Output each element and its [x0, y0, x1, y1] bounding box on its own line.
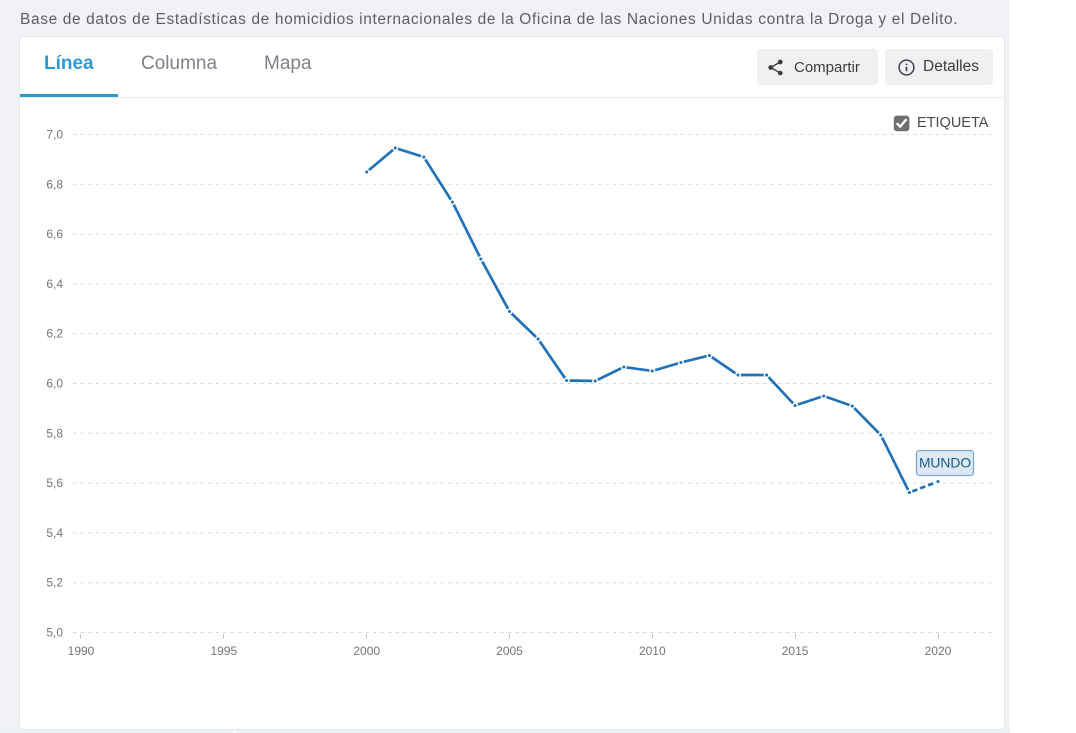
svg-text:2005: 2005	[496, 644, 523, 658]
svg-text:5,0: 5,0	[46, 626, 63, 640]
svg-text:6,6: 6,6	[46, 227, 63, 241]
svg-text:5,6: 5,6	[46, 476, 63, 490]
svg-text:6,8: 6,8	[46, 177, 63, 191]
svg-text:7,0: 7,0	[46, 128, 63, 142]
svg-text:2020: 2020	[925, 644, 952, 658]
svg-text:1990: 1990	[68, 644, 95, 658]
svg-text:6,4: 6,4	[46, 277, 63, 291]
svg-text:2000: 2000	[353, 644, 380, 658]
svg-text:6,2: 6,2	[46, 327, 63, 341]
svg-text:ETIQUETA: ETIQUETA	[917, 115, 989, 131]
svg-text:5,4: 5,4	[46, 526, 63, 540]
svg-text:5,8: 5,8	[46, 426, 63, 440]
svg-text:2015: 2015	[782, 644, 809, 658]
svg-text:1995: 1995	[210, 644, 237, 658]
svg-text:MUNDO: MUNDO	[919, 456, 971, 471]
svg-text:5,2: 5,2	[46, 576, 63, 590]
svg-text:2010: 2010	[639, 644, 666, 658]
svg-text:6,0: 6,0	[46, 377, 63, 391]
